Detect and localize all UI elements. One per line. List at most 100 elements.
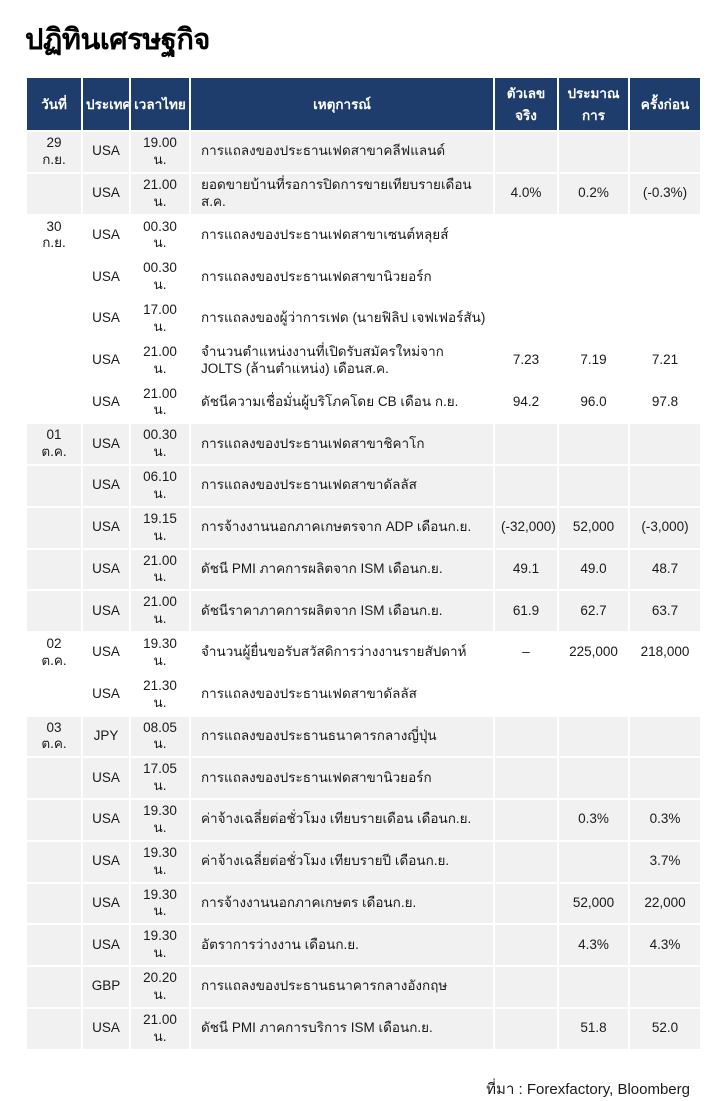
cell-date: 01 ต.ค.: [25, 422, 83, 466]
cell-actual: [493, 881, 559, 926]
cell-date: [25, 338, 83, 383]
cell-previous: 97.8: [628, 380, 702, 425]
cell-forecast: 62.7: [557, 589, 630, 633]
column-header-previous: ครั้งก่อน: [628, 76, 702, 132]
cell-actual: [493, 213, 559, 258]
table-body: 29 ก.ย. USA 19.00 น. การแถลงของประธานเฟดสาข…: [25, 130, 702, 1051]
cell-event: การแถลงของประธานธนาคารกลางอังกฤษ: [189, 965, 495, 1009]
cell-previous: 52.0: [628, 1006, 702, 1051]
cell-time: 19.00 น.: [129, 130, 191, 174]
cell-date: [25, 756, 83, 800]
cell-previous: [628, 422, 702, 466]
cell-forecast: [557, 464, 630, 508]
column-header-country: ประเทศ: [81, 76, 131, 132]
cell-country: USA: [81, 380, 131, 425]
table-row: USA 21.00 น. จำนวนตำแหน่งงานที่เปิดรับสมัค…: [25, 338, 702, 383]
cell-time: 20.20 น.: [129, 965, 191, 1009]
cell-actual: [493, 130, 559, 174]
cell-country: USA: [81, 589, 131, 633]
cell-event: ค่าจ้างเฉลี่ยต่อชั่วโมง เทียบรายปี เดือน…: [189, 839, 495, 884]
table-row: USA 17.05 น. การแถลงของประธานเฟดสาขานิวยอร…: [25, 756, 702, 800]
cell-previous: (-3,000): [628, 505, 702, 550]
cell-actual: –: [493, 631, 559, 675]
cell-time: 08.05 น.: [129, 714, 191, 759]
cell-date: [25, 589, 83, 633]
cell-date: [25, 923, 83, 967]
table-row: USA 00.30 น. การแถลงของประธานเฟดสาขานิวยอร…: [25, 255, 702, 299]
cell-time: 21.00 น.: [129, 380, 191, 425]
cell-actual: [493, 464, 559, 508]
cell-event: การแถลงของประธานเฟดสาขาดัลลัส: [189, 464, 495, 508]
cell-date: 29 ก.ย.: [25, 130, 83, 174]
cell-actual: 4.0%: [493, 171, 559, 216]
cell-forecast: 96.0: [557, 380, 630, 425]
cell-event: ค่าจ้างเฉลี่ยต่อชั่วโมง เทียบรายเดือน เด…: [189, 798, 495, 842]
cell-actual: [493, 965, 559, 1009]
cell-forecast: [557, 714, 630, 759]
cell-forecast: [557, 422, 630, 466]
cell-actual: [493, 756, 559, 800]
column-header-event: เหตุการณ์: [189, 76, 495, 132]
cell-actual: [493, 1006, 559, 1051]
cell-date: [25, 171, 83, 216]
cell-forecast: [557, 213, 630, 258]
cell-previous: 22,000: [628, 881, 702, 926]
cell-country: USA: [81, 672, 131, 717]
cell-country: USA: [81, 130, 131, 174]
table-header: วันที่ ประเทศ เวลาไทย เหตุการณ์ ตัวเลขจริง ปร…: [25, 76, 702, 132]
cell-actual: [493, 839, 559, 884]
cell-time: 21.30 น.: [129, 672, 191, 717]
table-row: 01 ต.ค. USA 00.30 น. การแถลงของประธานเฟดสาข…: [25, 422, 702, 466]
cell-forecast: 0.2%: [557, 171, 630, 216]
cell-forecast: [557, 672, 630, 717]
table-row: USA 21.00 น. ยอดขายบ้านที่รอการปิดการขายเท…: [25, 171, 702, 216]
cell-forecast: 225,000: [557, 631, 630, 675]
column-header-time: เวลาไทย: [129, 76, 191, 132]
cell-date: 30 ก.ย.: [25, 213, 83, 258]
cell-time: 21.00 น.: [129, 171, 191, 216]
cell-country: USA: [81, 547, 131, 592]
cell-time: 21.00 น.: [129, 547, 191, 592]
table-row: USA 19.30 น. ค่าจ้างเฉลี่ยต่อชั่วโมง เทียบ…: [25, 798, 702, 842]
cell-actual: 7.23: [493, 338, 559, 383]
cell-date: [25, 672, 83, 717]
cell-event: การแถลงของประธานธนาคารกลางญี่ปุ่น: [189, 714, 495, 759]
cell-forecast: [557, 255, 630, 299]
cell-previous: [628, 672, 702, 717]
cell-forecast: 4.3%: [557, 923, 630, 967]
cell-event: ดัชนีราคาภาคการผลิตจาก ISM เดือนก.ย.: [189, 589, 495, 633]
cell-forecast: 52,000: [557, 881, 630, 926]
cell-actual: 94.2: [493, 380, 559, 425]
cell-date: [25, 505, 83, 550]
cell-forecast: [557, 756, 630, 800]
cell-country: USA: [81, 297, 131, 341]
cell-event: อัตราการว่างงาน เดือนก.ย.: [189, 923, 495, 967]
cell-date: [25, 881, 83, 926]
cell-time: 21.00 น.: [129, 1006, 191, 1051]
cell-event: ดัชนีความเชื่อมั่นผู้บริโภคโดย CB เดือน …: [189, 380, 495, 425]
table-row: 30 ก.ย. USA 00.30 น. การแถลงของประธานเฟดสาข…: [25, 213, 702, 258]
cell-time: 17.05 น.: [129, 756, 191, 800]
cell-time: 06.10 น.: [129, 464, 191, 508]
cell-date: [25, 464, 83, 508]
cell-country: USA: [81, 881, 131, 926]
table-row: USA 19.30 น. อัตราการว่างงาน เดือนก.ย. 4.3%…: [25, 923, 702, 967]
cell-country: USA: [81, 839, 131, 884]
table-row: USA 21.00 น. ดัชนี PMI ภาคการบริการ ISM เด…: [25, 1006, 702, 1051]
cell-forecast: 49.0: [557, 547, 630, 592]
cell-country: USA: [81, 505, 131, 550]
cell-previous: 218,000: [628, 631, 702, 675]
table-row: 02 ต.ค. USA 19.30 น. จำนวนผู้ยื่นขอรับสวัสด…: [25, 631, 702, 675]
cell-event: การแถลงของประธานเฟดสาขาคลีฟแลนด์: [189, 130, 495, 174]
cell-actual: 61.9: [493, 589, 559, 633]
cell-actual: [493, 255, 559, 299]
page-title: ปฏิทินเศรษฐกิจ: [25, 24, 210, 56]
cell-previous: 7.21: [628, 338, 702, 383]
cell-previous: [628, 464, 702, 508]
cell-previous: [628, 756, 702, 800]
cell-date: 03 ต.ค.: [25, 714, 83, 759]
cell-forecast: [557, 839, 630, 884]
cell-actual: (-32,000): [493, 505, 559, 550]
cell-country: USA: [81, 631, 131, 675]
cell-forecast: 52,000: [557, 505, 630, 550]
